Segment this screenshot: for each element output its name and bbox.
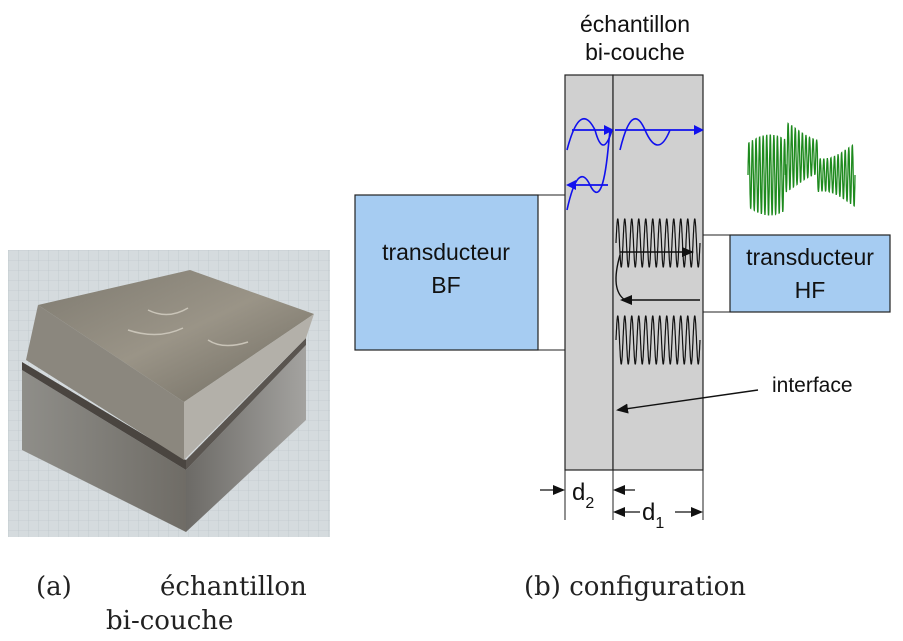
caption-b: (b) configuration: [524, 572, 746, 602]
transducer-bf-line1: transducteur: [382, 239, 510, 265]
d2-label: d2: [572, 479, 594, 512]
setup-diagram: échantillon bi-couche transducteur BF tr…: [354, 11, 891, 532]
hf-wave-reflected: [615, 315, 701, 365]
transducer-bf-line2: BF: [431, 272, 460, 298]
sample-photo: [8, 250, 330, 537]
interface-label: interface: [772, 374, 853, 397]
transducer-bf: [354, 194, 539, 351]
sample-layer-1: [612, 74, 704, 471]
transducer-hf: [729, 234, 891, 313]
hf-wave-forward: [615, 218, 701, 268]
interface-arrow: [616, 389, 759, 414]
caption-a-text2: bi-couche: [106, 606, 234, 636]
transducer-hf-line1: transducteur: [746, 244, 874, 270]
sample-title-line2: bi-couche: [585, 39, 685, 65]
sample-title-line1: échantillon: [580, 11, 690, 37]
caption-a-label: (a): [36, 572, 72, 602]
d1-label: d1: [642, 499, 664, 532]
transducer-hf-line2: HF: [795, 277, 826, 303]
caption-a-text: échantillon: [160, 572, 307, 602]
sample-layer-2: [564, 74, 614, 471]
hf-signal-wave: [747, 122, 856, 216]
